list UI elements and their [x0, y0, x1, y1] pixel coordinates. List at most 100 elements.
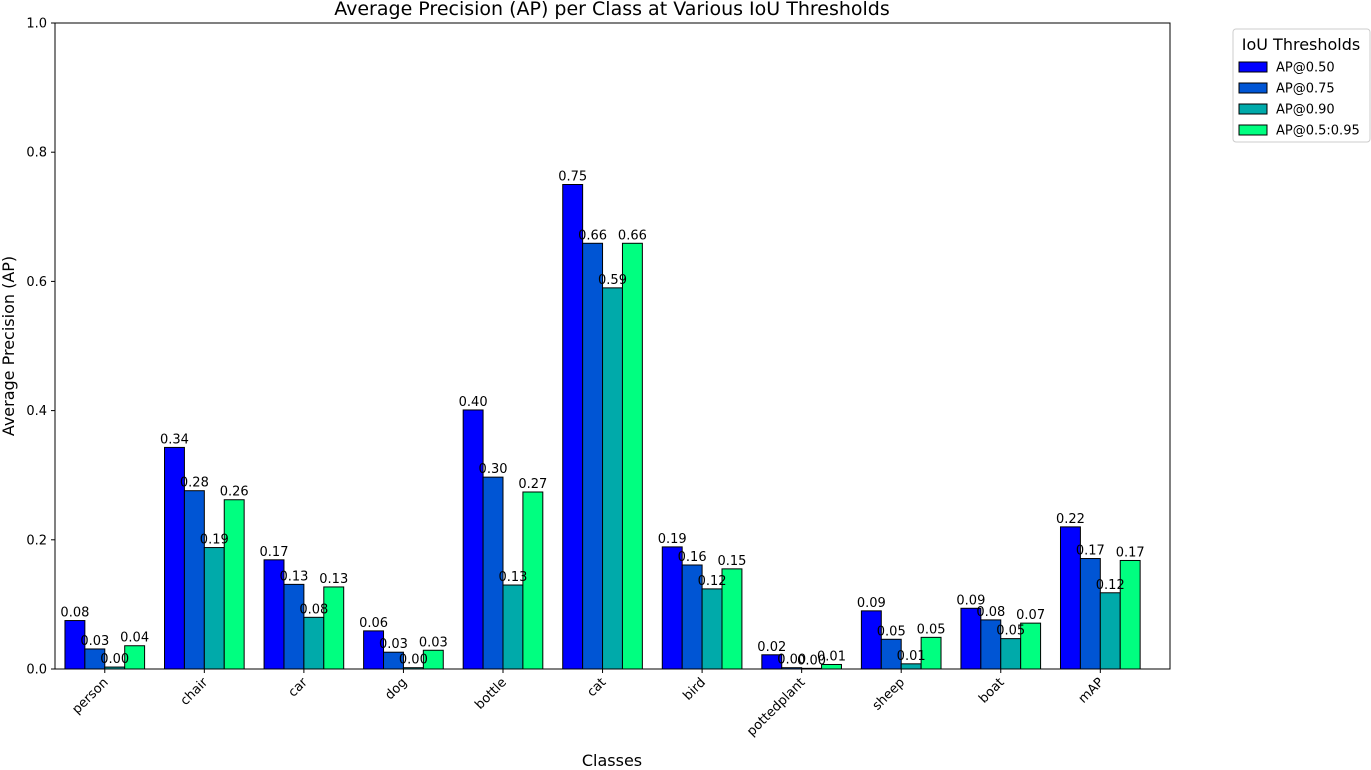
- legend-swatch-0: [1238, 61, 1268, 73]
- data-label-mAP-series-3: 0.17: [1116, 545, 1145, 560]
- data-label-boat-series-0: 0.09: [956, 593, 985, 608]
- data-label-car-series-3: 0.13: [319, 572, 348, 587]
- bar-bottle-series-0: [462, 409, 484, 670]
- x-tick-label-dog: dog: [382, 675, 410, 703]
- x-tick-label-chair: chair: [178, 675, 212, 709]
- data-label-chair-series-1: 0.28: [180, 476, 209, 491]
- data-label-bird-series-3: 0.15: [717, 554, 746, 569]
- data-label-cat-series-0: 0.75: [558, 170, 587, 185]
- data-label-sheep-series-1: 0.05: [877, 624, 906, 639]
- data-label-person-series-2: 0.00: [100, 652, 129, 667]
- bars-layer: [64, 184, 1141, 670]
- legend-items: AP@0.50 AP@0.75 AP@0.90 AP@0.5:0.95: [1238, 61, 1360, 139]
- bar-cat-series-2: [602, 287, 623, 670]
- data-label-pottedplant-series-3: 0.01: [817, 649, 846, 664]
- data-label-dog-series-1: 0.03: [379, 637, 408, 652]
- x-axis-label: Classes: [582, 751, 642, 770]
- bar-sheep-series-0: [860, 610, 882, 670]
- bar-cat-series-3: [621, 242, 643, 670]
- x-tick-label-boat: boat: [976, 675, 1007, 706]
- legend-swatch-1: [1238, 82, 1268, 94]
- data-label-bottle-series-1: 0.30: [479, 462, 508, 477]
- data-label-person-series-3: 0.04: [120, 631, 149, 646]
- data-label-boat-series-3: 0.07: [1016, 608, 1045, 623]
- legend-label-1: AP@0.75: [1276, 82, 1335, 97]
- bar-mAP-series-3: [1119, 559, 1141, 670]
- data-label-chair-series-0: 0.34: [160, 432, 189, 447]
- x-tick-label-pottedplant: pottedplant: [744, 675, 808, 739]
- data-label-bird-series-1: 0.16: [678, 550, 707, 565]
- data-label-person-series-1: 0.03: [80, 634, 109, 649]
- x-axis: person chair car dog bottle cat bird pottedplan…: [69, 669, 1107, 739]
- data-label-car-series-1: 0.13: [279, 569, 308, 584]
- bar-mAP-series-2: [1099, 592, 1121, 670]
- data-label-mAP-series-2: 0.12: [1096, 578, 1125, 593]
- legend-swatch-3: [1238, 124, 1268, 136]
- data-label-dog-series-0: 0.06: [359, 616, 388, 631]
- x-tick-label-sheep: sheep: [870, 675, 908, 713]
- bar-bird-series-0: [661, 546, 683, 670]
- legend-label-0: AP@0.50: [1276, 61, 1335, 76]
- data-label-dog-series-2: 0.00: [399, 653, 428, 668]
- data-label-bottle-series-2: 0.13: [498, 570, 527, 585]
- data-label-chair-series-2: 0.19: [200, 533, 229, 548]
- data-label-cat-series-2: 0.59: [598, 273, 627, 288]
- data-label-mAP-series-1: 0.17: [1076, 544, 1105, 559]
- data-label-bird-series-2: 0.12: [698, 574, 727, 589]
- x-tick-label-bottle: bottle: [472, 675, 509, 712]
- chart-title: Average Precision (AP) per Class at Vari…: [334, 0, 890, 20]
- x-tick-label-cat: cat: [584, 675, 609, 700]
- x-tick-label-person: person: [69, 675, 111, 717]
- y-tick-label: 0.6: [26, 275, 47, 290]
- data-labels-layer: 0.08 0.34 0.17 0.06 0.40 0.75 0.19 0.02 0.09 0.09…: [60, 170, 1144, 669]
- data-label-cat-series-3: 0.66: [618, 228, 647, 243]
- bar-car-series-2: [303, 616, 325, 670]
- legend: IoU Thresholds AP@0.50AP@0.75AP@0.90AP@0…: [1232, 28, 1371, 143]
- y-tick-label: 0.2: [26, 533, 47, 548]
- y-tick-label: 0.8: [26, 146, 47, 161]
- y-tick-label: 0.0: [26, 663, 47, 678]
- plot-area-frame: [54, 22, 1171, 670]
- data-label-boat-series-1: 0.08: [976, 605, 1005, 620]
- data-label-dog-series-3: 0.03: [419, 635, 448, 650]
- data-label-pottedplant-series-2: 0.00: [797, 653, 826, 668]
- legend-title: IoU Thresholds: [1242, 35, 1361, 54]
- data-label-sheep-series-3: 0.05: [917, 622, 946, 637]
- data-label-car-series-0: 0.17: [260, 545, 289, 560]
- data-label-bird-series-0: 0.19: [658, 532, 687, 547]
- x-tick-label-car: car: [286, 675, 312, 701]
- bar-car-series-1: [283, 583, 305, 670]
- data-label-cat-series-1: 0.66: [578, 228, 607, 243]
- bar-sheep-series-2: [900, 663, 922, 670]
- data-label-pottedplant-series-1: 0.00: [777, 653, 806, 668]
- x-tick-label-bird: bird: [680, 675, 708, 703]
- data-label-boat-series-2: 0.05: [996, 624, 1025, 639]
- bar-chair-series-2: [203, 547, 225, 670]
- bar-bird-series-2: [701, 588, 723, 670]
- bar-cat-series-1: [582, 242, 604, 670]
- data-label-pottedplant-series-0: 0.02: [757, 640, 786, 655]
- x-tick-label-mAP: mAP: [1076, 675, 1108, 707]
- y-tick-label: 1.0: [26, 17, 47, 32]
- y-tick-label: 0.4: [26, 404, 47, 419]
- bar-car-series-3: [323, 586, 345, 670]
- legend-label-3: AP@0.5:0.95: [1276, 124, 1360, 139]
- bar-chair-series-3: [223, 499, 245, 670]
- bar-boat-series-2: [1000, 638, 1022, 670]
- bar-mAP-series-1: [1079, 558, 1101, 670]
- legend-label-2: AP@0.90: [1276, 103, 1335, 118]
- data-label-sheep-series-0: 0.09: [857, 596, 886, 611]
- legend-swatch-2: [1238, 103, 1268, 115]
- bar-bottle-series-2: [502, 584, 524, 670]
- bar-cat-series-0: [562, 184, 584, 670]
- data-label-mAP-series-0: 0.22: [1056, 512, 1085, 527]
- y-axis-label: Average Precision (AP): [0, 256, 18, 436]
- data-label-sheep-series-2: 0.01: [897, 649, 926, 664]
- data-label-person-series-0: 0.08: [60, 606, 89, 621]
- data-label-bottle-series-0: 0.40: [459, 395, 488, 410]
- bar-chair-series-1: [183, 490, 205, 670]
- data-label-chair-series-3: 0.26: [220, 485, 249, 500]
- data-label-car-series-2: 0.08: [299, 602, 328, 617]
- data-label-bottle-series-3: 0.27: [518, 477, 547, 492]
